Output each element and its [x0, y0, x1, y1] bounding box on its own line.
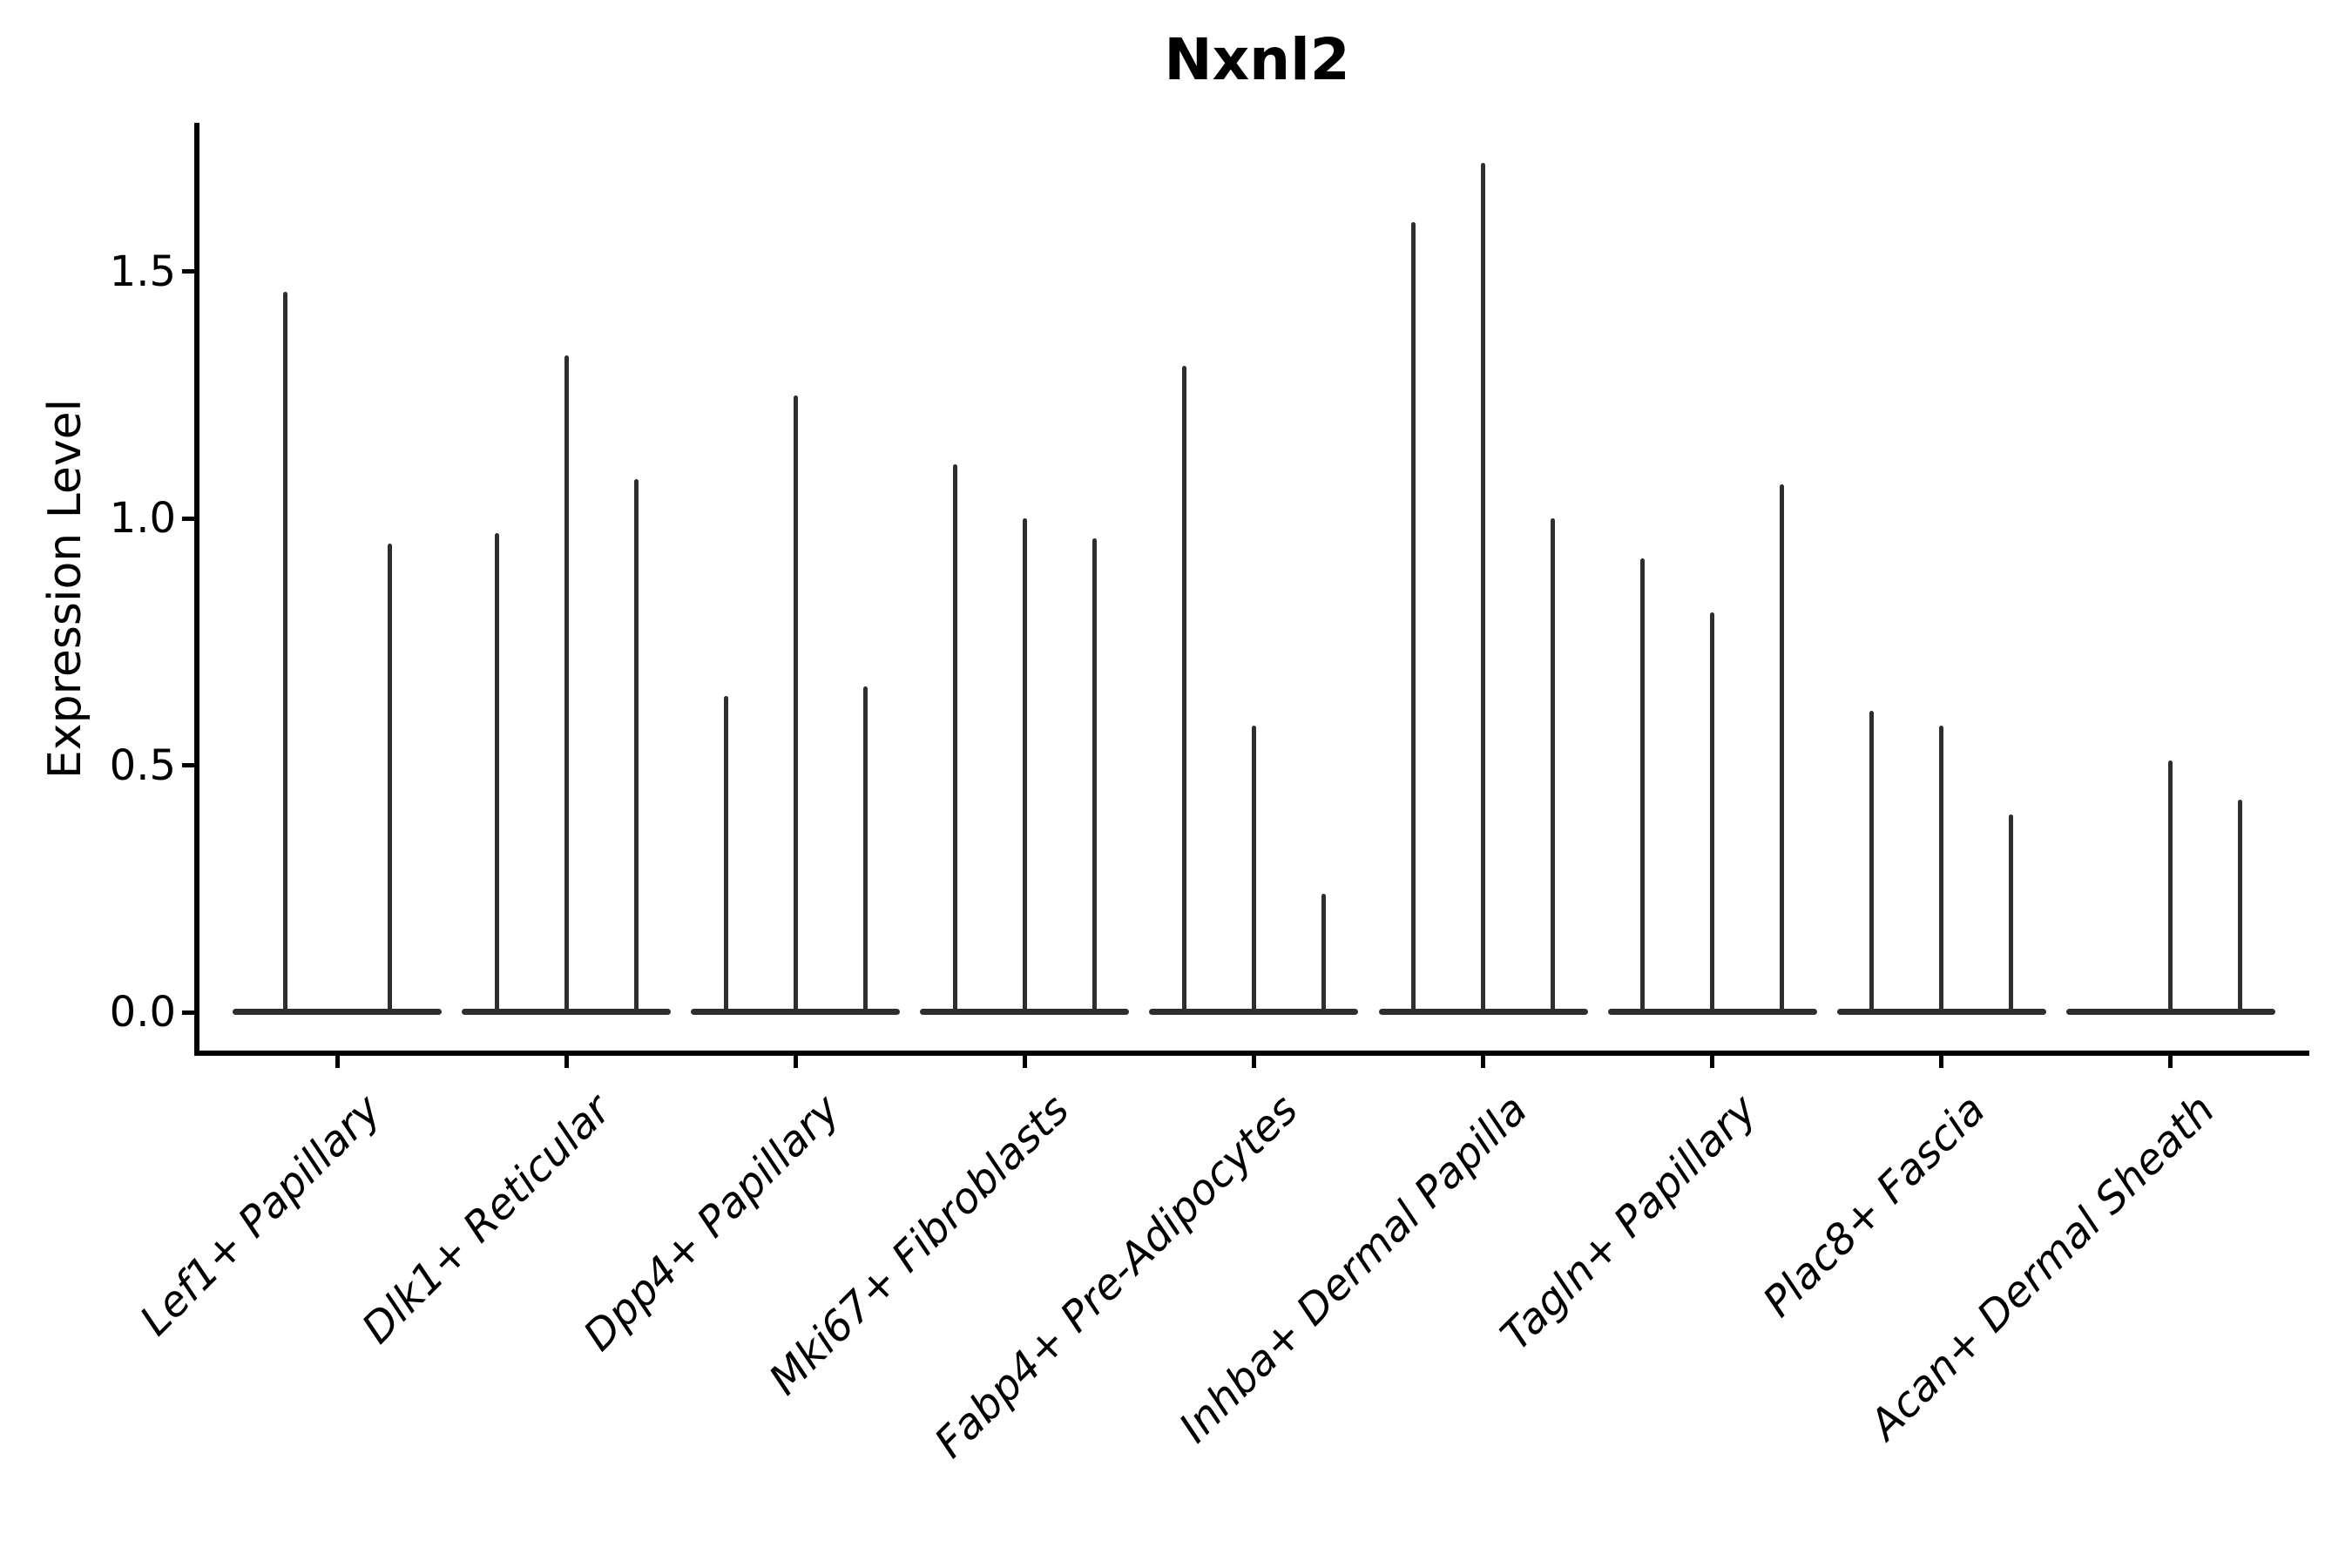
chart-title: Nxnl2: [1164, 26, 1350, 93]
violin-spike: [1640, 558, 1646, 1015]
y-tick-label: 1.0: [109, 494, 176, 544]
violin-spike: [282, 291, 287, 1015]
x-tick: [564, 1056, 569, 1068]
violin-spike: [1869, 711, 1875, 1015]
violin-spike: [1551, 518, 1555, 1015]
violin-spike: [1022, 518, 1027, 1015]
x-tick-label: Fabp4+ Pre-Adipocytes: [925, 1085, 1308, 1468]
violin-spike: [1710, 612, 1715, 1015]
violin-spike: [1251, 726, 1256, 1015]
violin-spike: [862, 686, 868, 1015]
x-tick-label: Plac8+ Fascia: [1754, 1085, 1996, 1327]
violin-spike: [2009, 814, 2014, 1015]
violin-spike: [1321, 893, 1326, 1015]
x-tick: [335, 1056, 340, 1068]
x-tick-label: Tagln+ Papillary: [1490, 1085, 1767, 1361]
violin-spike: [2168, 760, 2173, 1015]
x-tick-label: Dlk1+ Reticular: [352, 1085, 620, 1354]
violin-spike: [564, 355, 569, 1015]
violin-spike: [2238, 800, 2243, 1015]
y-axis-spine: [194, 123, 199, 1056]
y-tick: [182, 269, 194, 274]
y-tick: [182, 516, 194, 521]
y-tick-label: 0.5: [109, 740, 176, 790]
violin-spike: [1411, 222, 1416, 1015]
x-tick-label: Dpp4+ Papillary: [574, 1085, 849, 1361]
x-axis-spine: [194, 1051, 2309, 1056]
x-tick: [1251, 1056, 1256, 1068]
violin-spike: [1939, 726, 1944, 1015]
y-axis-label: Expression Level: [39, 398, 91, 780]
violin-spike: [494, 533, 499, 1015]
violin-spike: [1780, 483, 1785, 1015]
violin-spike: [723, 696, 728, 1015]
x-tick: [1939, 1056, 1944, 1068]
violin-spike: [1181, 365, 1186, 1015]
y-tick: [182, 763, 194, 768]
x-tick: [1481, 1056, 1485, 1068]
violin-spike: [387, 543, 392, 1015]
x-tick: [2168, 1056, 2173, 1068]
y-tick-label: 1.5: [109, 247, 176, 296]
violin-base: [233, 1009, 442, 1015]
violin-spike: [633, 478, 639, 1015]
y-tick: [182, 1010, 194, 1015]
violin-spike: [1092, 537, 1097, 1015]
violin-spike: [952, 463, 957, 1015]
x-tick: [793, 1056, 798, 1068]
x-tick-label: Lef1+ Papillary: [131, 1085, 391, 1346]
violin-spike: [1481, 163, 1485, 1015]
y-tick-label: 0.0: [109, 988, 176, 1037]
x-tick: [1022, 1056, 1027, 1068]
x-tick: [1710, 1056, 1715, 1068]
violin-spike: [793, 395, 798, 1015]
